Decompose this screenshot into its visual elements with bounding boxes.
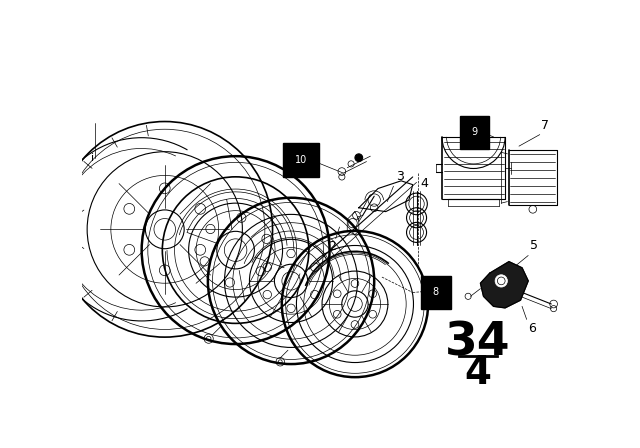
Text: 4: 4	[420, 177, 428, 190]
Text: 8: 8	[433, 288, 439, 297]
Polygon shape	[481, 262, 528, 308]
Text: 5: 5	[530, 239, 538, 252]
Text: 9: 9	[471, 127, 477, 137]
Text: 6: 6	[528, 322, 536, 335]
Text: 7: 7	[541, 119, 549, 132]
Text: 4: 4	[465, 354, 492, 392]
Text: 2: 2	[328, 240, 336, 253]
Text: 3: 3	[396, 170, 404, 183]
Circle shape	[495, 275, 508, 287]
Text: 10: 10	[295, 155, 307, 165]
Text: 1: 1	[435, 286, 442, 299]
Text: i: i	[91, 153, 94, 163]
Circle shape	[355, 154, 363, 162]
Text: 34: 34	[445, 320, 511, 365]
